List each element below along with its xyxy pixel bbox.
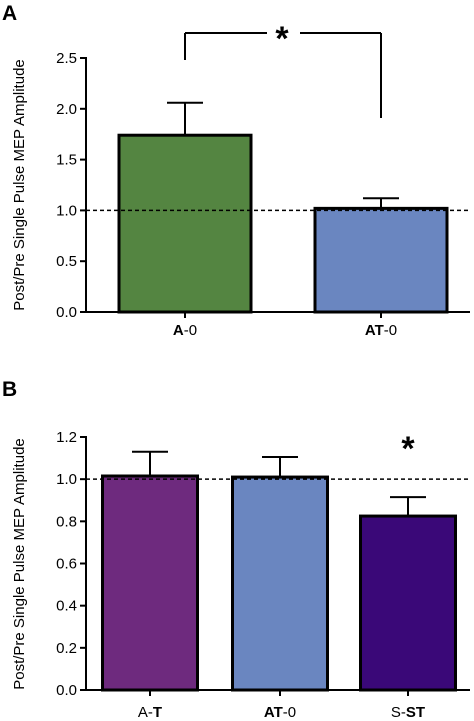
panel-label: B	[2, 378, 17, 401]
bar	[101, 474, 199, 692]
bar	[313, 206, 449, 314]
y-tick-label: 0.0	[56, 682, 77, 699]
panel-label: A	[2, 2, 17, 25]
y-tick-label: 1.0	[56, 202, 77, 219]
y-tick-label: 1.5	[56, 152, 77, 169]
y-tick-label: 2.0	[56, 101, 77, 118]
x-tick-label: AT-0	[365, 322, 397, 339]
bar	[231, 475, 329, 692]
x-tick-label: A-T	[138, 704, 162, 721]
x-tick-label-bold: A	[173, 322, 184, 339]
x-tick-label: AT-0	[264, 704, 296, 721]
x-tick-label-suffix: -0	[184, 322, 197, 339]
y-tick-label: 1.2	[56, 429, 77, 446]
significance-star: *	[275, 20, 289, 58]
y-tick-label: 0.2	[56, 640, 77, 657]
x-tick-label: A-0	[173, 322, 197, 339]
y-tick-label: 0.8	[56, 513, 77, 530]
y-tick-label: 1.0	[56, 471, 77, 488]
x-tick-label-bold: T	[153, 704, 162, 721]
bar	[359, 514, 457, 692]
bar	[117, 133, 253, 314]
x-tick-label-suffix: -0	[384, 322, 397, 339]
chart-panel-b: B Post/Pre Single Pulse MEP Amplitude 0.0 0…	[2, 378, 470, 721]
significance-star: *	[401, 430, 415, 468]
y-axis-label: Post/Pre Single Pulse MEP Amplitude	[11, 59, 28, 311]
x-tick-label: S-ST	[391, 704, 425, 721]
y-tick-label: 0.4	[56, 598, 77, 615]
y-tick-label: 0.5	[56, 253, 77, 270]
x-tick-label-plain: A-	[138, 704, 153, 721]
y-tick-label: 2.5	[56, 50, 77, 67]
y-axis-label: Post/Pre Single Pulse MEP Amplitude	[11, 438, 28, 690]
x-tick-label-bold: ST	[406, 704, 425, 721]
x-tick-label-plain: S-	[391, 704, 406, 721]
y-tick-label: 0.6	[56, 556, 77, 573]
chart-panel-a: A Post/Pre Single Pulse MEP Amplitude 0.0 0…	[2, 2, 470, 339]
x-tick-label-bold: AT	[264, 704, 283, 721]
x-tick-label-bold: AT	[365, 322, 384, 339]
x-tick-label-suffix: -0	[283, 704, 296, 721]
y-tick-label: 0.0	[56, 304, 77, 321]
